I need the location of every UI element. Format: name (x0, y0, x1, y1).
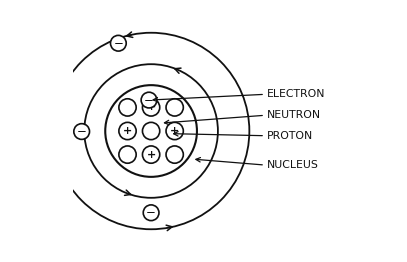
Text: −: − (114, 37, 123, 50)
Text: NEUTRON: NEUTRON (266, 110, 320, 120)
Text: −: − (144, 94, 154, 107)
Text: +: + (147, 150, 156, 160)
Circle shape (143, 205, 159, 221)
Text: +: + (147, 102, 156, 112)
Circle shape (119, 146, 136, 163)
Text: +: + (123, 126, 132, 136)
Circle shape (141, 92, 157, 108)
Circle shape (74, 124, 90, 139)
Text: NUCLEUS: NUCLEUS (266, 160, 318, 170)
Text: −: − (77, 125, 87, 138)
Text: PROTON: PROTON (266, 131, 313, 141)
Circle shape (142, 122, 160, 140)
Circle shape (142, 99, 160, 116)
Circle shape (119, 99, 136, 116)
Text: −: − (146, 206, 156, 219)
Text: +: + (170, 126, 179, 136)
Circle shape (142, 146, 160, 163)
Circle shape (166, 99, 183, 116)
Circle shape (166, 122, 183, 140)
Circle shape (119, 122, 136, 140)
Text: ELECTRON: ELECTRON (266, 89, 325, 99)
Circle shape (110, 35, 126, 51)
Circle shape (105, 85, 197, 177)
Circle shape (166, 146, 183, 163)
